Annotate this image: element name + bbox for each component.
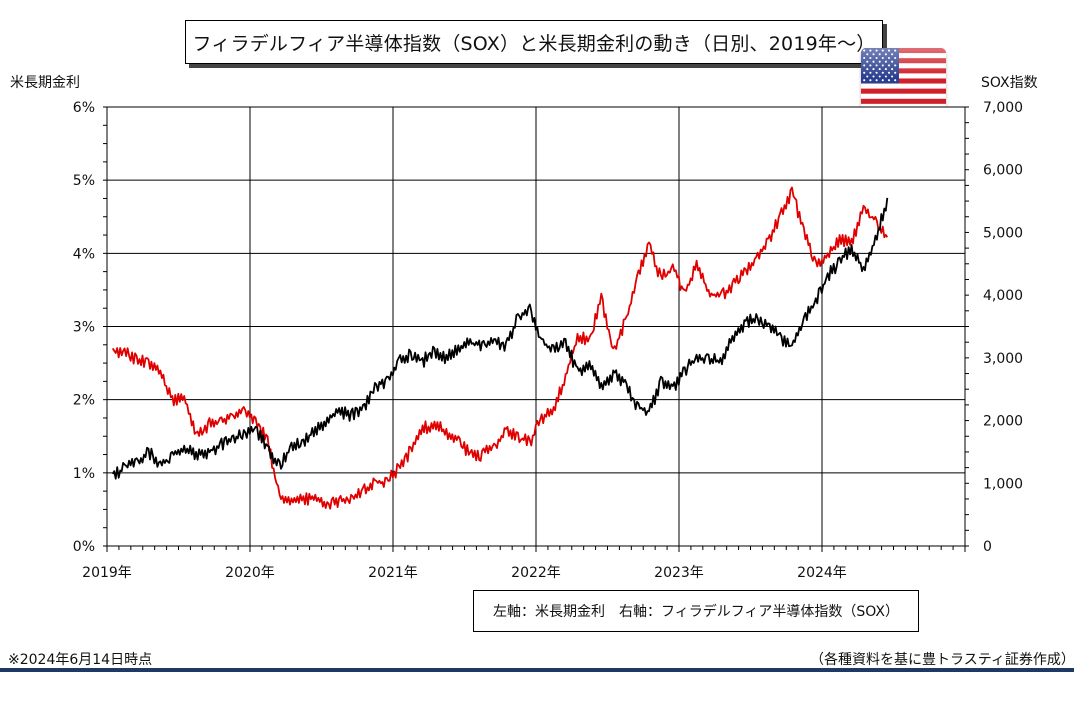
series-line-sox <box>111 197 889 480</box>
left-tick-label: 0% <box>73 539 95 555</box>
series-line-rate <box>111 186 889 510</box>
legend-box: 左軸：米長期金利 右軸：フィラデルフィア半導体指数（SOX） <box>473 590 919 632</box>
x-tick-label: 2022年 <box>511 565 561 581</box>
left-tick-label: 4% <box>73 246 95 262</box>
x-tick-label: 2021年 <box>368 565 418 581</box>
x-tick-label: 2019年 <box>82 565 132 581</box>
left-axis-title: 米長期金利 <box>10 75 80 91</box>
right-tick-label: 0 <box>983 539 992 555</box>
left-tick-label: 5% <box>73 173 95 189</box>
right-tick-label: 5,000 <box>983 225 1023 241</box>
x-tick-label: 2024年 <box>797 565 847 581</box>
right-tick-label: 1,000 <box>983 476 1023 492</box>
left-tick-label: 1% <box>73 466 95 482</box>
bottom-bar <box>0 668 1074 672</box>
right-tick-label: 4,000 <box>983 288 1023 304</box>
source-note: （各種資料を基に豊トラスティ証券作成） <box>810 652 1074 668</box>
left-tick-label: 6% <box>73 100 95 116</box>
right-tick-label: 6,000 <box>983 163 1023 179</box>
right-axis-title: SOX指数 <box>981 75 1038 91</box>
x-tick-label: 2023年 <box>654 565 704 581</box>
right-tick-label: 3,000 <box>983 351 1023 367</box>
date-note: ※2024年6月14日時点 <box>8 652 153 668</box>
left-tick-label: 2% <box>73 393 95 409</box>
left-tick-label: 3% <box>73 320 95 336</box>
x-tick-label: 2020年 <box>225 565 275 581</box>
chart-title: フィラデルフィア半導体指数（SOX）と米長期金利の動き（日別、2019年～） <box>185 20 883 64</box>
right-tick-label: 2,000 <box>983 414 1023 430</box>
us-flag-icon <box>861 48 946 114</box>
right-tick-label: 7,000 <box>983 100 1023 116</box>
